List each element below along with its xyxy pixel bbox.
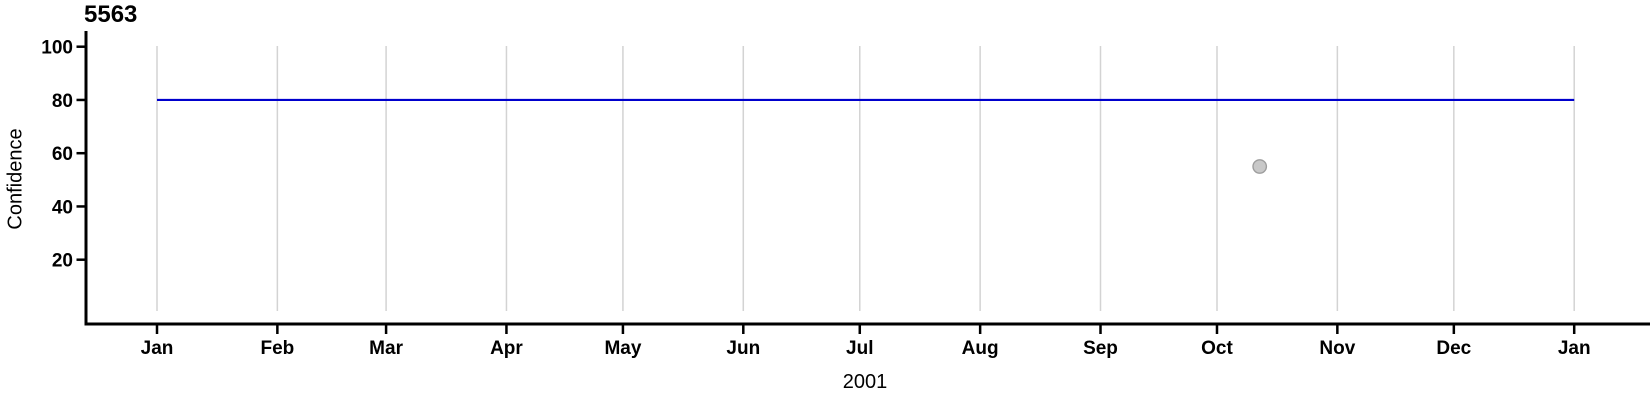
x-tick-label: Jan [1558, 338, 1591, 359]
x-tick-label: Dec [1436, 338, 1471, 359]
x-tick-label: Nov [1319, 338, 1355, 359]
x-tick-label: Sep [1083, 338, 1118, 359]
x-tick-label: Jul [846, 338, 873, 359]
x-tick-label: Jan [141, 338, 174, 359]
x-tick-label: Jun [726, 338, 760, 359]
x-tick-label: Oct [1201, 338, 1233, 359]
y-tick-label: 80 [52, 91, 73, 112]
x-tick-label: Aug [962, 338, 999, 359]
chart-title: 5563 [84, 1, 138, 28]
x-axis-title: 2001 [842, 371, 888, 393]
x-tick-label: Mar [369, 338, 403, 359]
x-tick-label: May [604, 338, 641, 359]
observation-point [1252, 159, 1268, 174]
y-tick-label: 20 [52, 251, 73, 272]
y-axis-title: Confidence [4, 128, 27, 230]
x-tick-label: Apr [490, 338, 523, 359]
y-tick-label: 40 [52, 197, 73, 218]
x-tick-label: Feb [260, 338, 294, 359]
y-tick-label: 100 [41, 38, 73, 59]
y-tick-label: 60 [52, 144, 73, 165]
